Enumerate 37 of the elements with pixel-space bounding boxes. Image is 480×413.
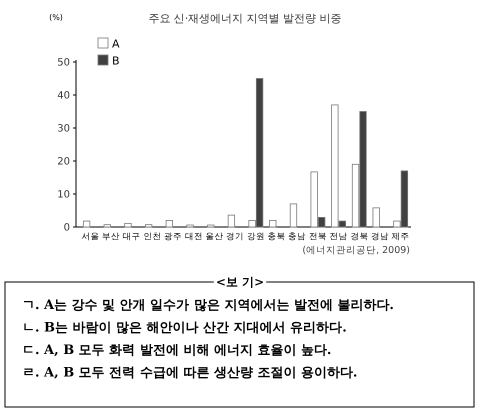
- bar: [124, 222, 132, 228]
- y-tick-label: 50: [57, 58, 70, 68]
- x-tick-label: 충북: [268, 232, 286, 242]
- x-tick-label: 충남: [288, 232, 306, 242]
- x-tick-label: 대구: [122, 232, 141, 242]
- text: (에너지관리공단, 2009): [302, 245, 410, 256]
- y-tick-label: 10: [57, 190, 70, 200]
- legend-label: A: [112, 38, 120, 50]
- y-tick-label: 30: [57, 124, 70, 134]
- x-tick-label: 부산: [102, 232, 120, 242]
- legend: A B: [98, 38, 120, 68]
- x-tick-label: 광주: [164, 232, 182, 242]
- bar: [269, 220, 276, 228]
- x-tick-label: 경북: [350, 232, 368, 242]
- x-tick-label: 전북: [308, 232, 327, 242]
- bar: [82, 220, 90, 228]
- x-tick-label: 경기: [226, 232, 244, 242]
- y-tick-label: 0: [64, 222, 70, 234]
- x-tick-label: 서울: [81, 232, 100, 242]
- x-tick-label: 대전: [184, 232, 203, 242]
- bar: [166, 220, 173, 228]
- x-tick-label: 울산: [205, 232, 224, 242]
- y-tick-label: 40: [57, 90, 70, 102]
- y-tick-label: 20: [57, 156, 70, 168]
- x-tick-label: 인천: [143, 232, 162, 242]
- bar: [228, 214, 236, 228]
- bar: [372, 207, 380, 228]
- bar: [290, 204, 298, 228]
- bar: [145, 224, 152, 228]
- x-tick-label: 제주: [392, 232, 410, 242]
- bar: [104, 224, 111, 228]
- x-tick-label: 경남: [370, 232, 389, 242]
- legend-label: B: [112, 54, 120, 68]
- chart-title: 주요 신·재생에너지 지역별 발전량 비중: [148, 12, 342, 25]
- x-tick-label: 전남: [330, 232, 348, 242]
- x-tick-label: 강원: [246, 232, 265, 242]
- y-axis-title: (%): [49, 13, 63, 22]
